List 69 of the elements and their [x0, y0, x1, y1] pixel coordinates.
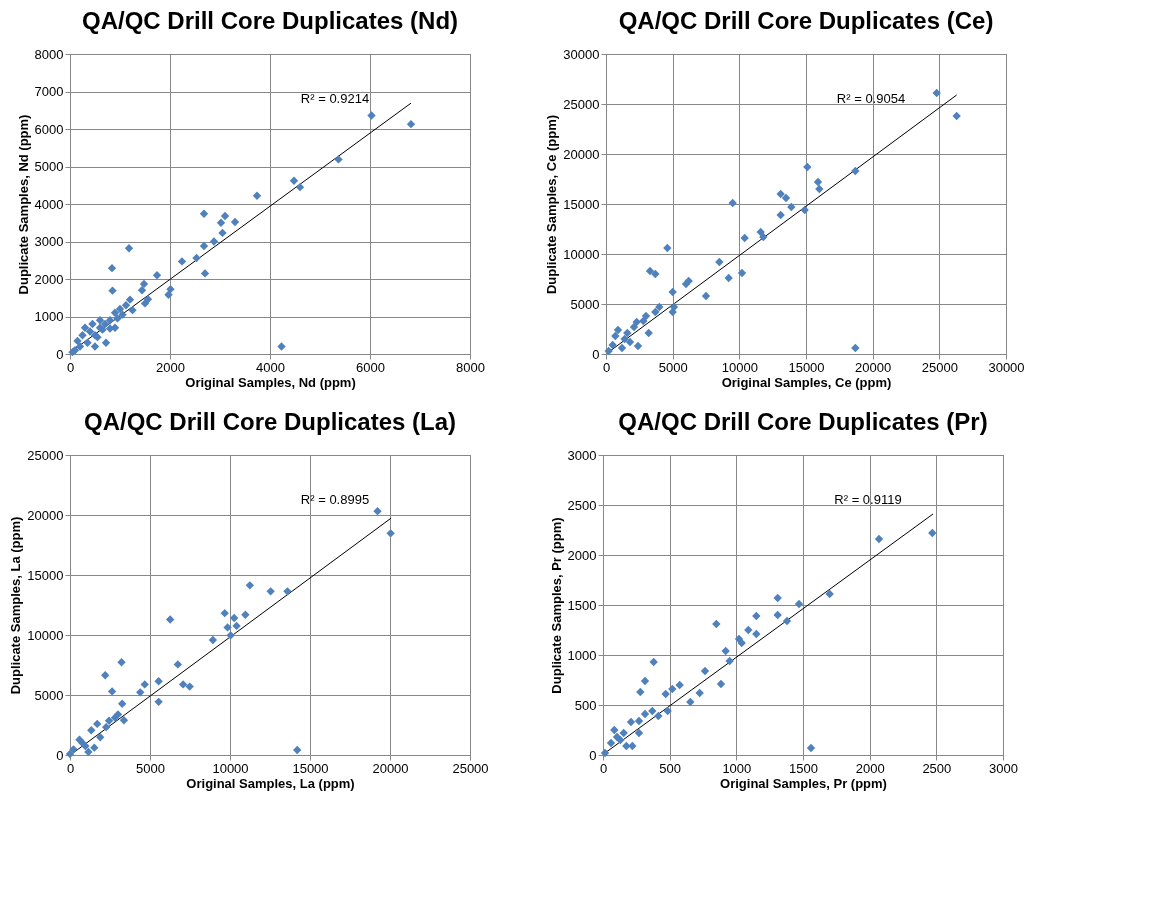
chart-title: QA/QC Drill Core Duplicates (Nd): [81, 7, 459, 34]
y-tick-label: 1000: [34, 309, 64, 324]
x-tick-label: 2000: [156, 359, 185, 375]
x-tick-label: 5000: [136, 760, 165, 776]
y-tick-label: 6000: [34, 121, 64, 137]
y-tick-label: 10000: [27, 627, 64, 643]
x-tick-label: 500: [659, 760, 682, 776]
x-tick-label: 3000: [989, 760, 1018, 776]
y-tick-label: 30000: [563, 46, 600, 62]
y-tick-label: 0: [56, 346, 64, 362]
y-axis-title: Duplicate Samples, Ce (ppm): [544, 114, 560, 295]
y-axis-title: Duplicate Samples, Nd (ppm): [15, 114, 31, 295]
y-tick-label: 3000: [567, 447, 597, 463]
y-tick-label: 2000: [567, 547, 597, 563]
y-tick-label: 2000: [34, 271, 64, 287]
x-tick-label: 25000: [452, 760, 489, 776]
x-tick-label: 0: [66, 760, 75, 776]
x-tick-label: 20000: [372, 760, 409, 776]
y-tick-label: 15000: [27, 567, 64, 583]
x-tick-label: 1500: [789, 760, 818, 776]
annotation: R² = 0.9054: [836, 91, 906, 106]
x-tick-label: 2000: [855, 760, 885, 776]
y-tick-label: 15000: [563, 196, 600, 212]
x-tick-label: 4000: [256, 359, 285, 375]
y-tick-label: 20000: [563, 146, 600, 162]
y-tick-label: 7000: [34, 84, 64, 99]
x-tick-label: 6000: [356, 359, 385, 375]
y-tick-label: 0: [589, 747, 597, 763]
x-axis-title: Original Samples, La (ppm): [186, 775, 355, 791]
chart-title: QA/QC Drill Core Duplicates (Ce): [618, 7, 994, 34]
x-axis-title: Original Samples, Ce (ppm): [721, 374, 892, 390]
x-tick-label: 1000: [722, 760, 752, 776]
y-tick-label: 1000: [567, 647, 597, 663]
y-tick-label: 5000: [34, 687, 64, 703]
x-tick-label: 8000: [456, 359, 485, 375]
y-tick-label: 25000: [563, 96, 600, 112]
chart-title: QA/QC Drill Core Duplicates (La): [83, 408, 457, 435]
y-tick-label: 25000: [27, 447, 64, 463]
annotation: R² = 0.9214: [300, 91, 370, 106]
x-axis-title: Original Samples, Pr (ppm): [720, 775, 887, 791]
y-tick-label: 3000: [34, 234, 64, 249]
y-tick-label: 0: [56, 747, 64, 763]
y-tick-label: 8000: [34, 46, 64, 62]
y-tick-label: 5000: [34, 159, 64, 174]
x-axis-title: Original Samples, Nd (ppm): [185, 374, 356, 390]
x-tick-label: 0: [66, 359, 75, 375]
y-tick-label: 4000: [34, 196, 64, 212]
x-tick-label: 0: [602, 359, 611, 375]
x-tick-label: 10000: [721, 359, 758, 375]
y-axis-title: Duplicate Samples, Pr (ppm): [548, 517, 564, 694]
annotation: R² = 0.9119: [834, 492, 902, 507]
y-tick-label: 500: [574, 697, 597, 713]
y-tick-label: 20000: [27, 507, 64, 523]
x-tick-label: 15000: [292, 760, 329, 776]
x-tick-label: 15000: [788, 359, 825, 375]
x-tick-label: 20000: [855, 359, 892, 375]
y-tick-label: 10000: [563, 246, 600, 262]
y-tick-label: 1500: [567, 597, 597, 613]
y-tick-label: 2500: [567, 497, 597, 513]
x-tick-label: 10000: [212, 760, 249, 776]
y-tick-label: 0: [592, 346, 600, 362]
y-tick-label: 5000: [570, 296, 600, 312]
annotation: R² = 0.8995: [300, 492, 370, 507]
chart-title: QA/QC Drill Core Duplicates (Pr): [618, 408, 988, 435]
x-tick-label: 5000: [658, 359, 688, 375]
x-tick-label: 25000: [921, 359, 958, 375]
x-tick-label: 2500: [922, 760, 952, 776]
x-tick-label: 30000: [988, 359, 1025, 375]
y-axis-title: Duplicate Samples, La (ppm): [8, 516, 24, 695]
